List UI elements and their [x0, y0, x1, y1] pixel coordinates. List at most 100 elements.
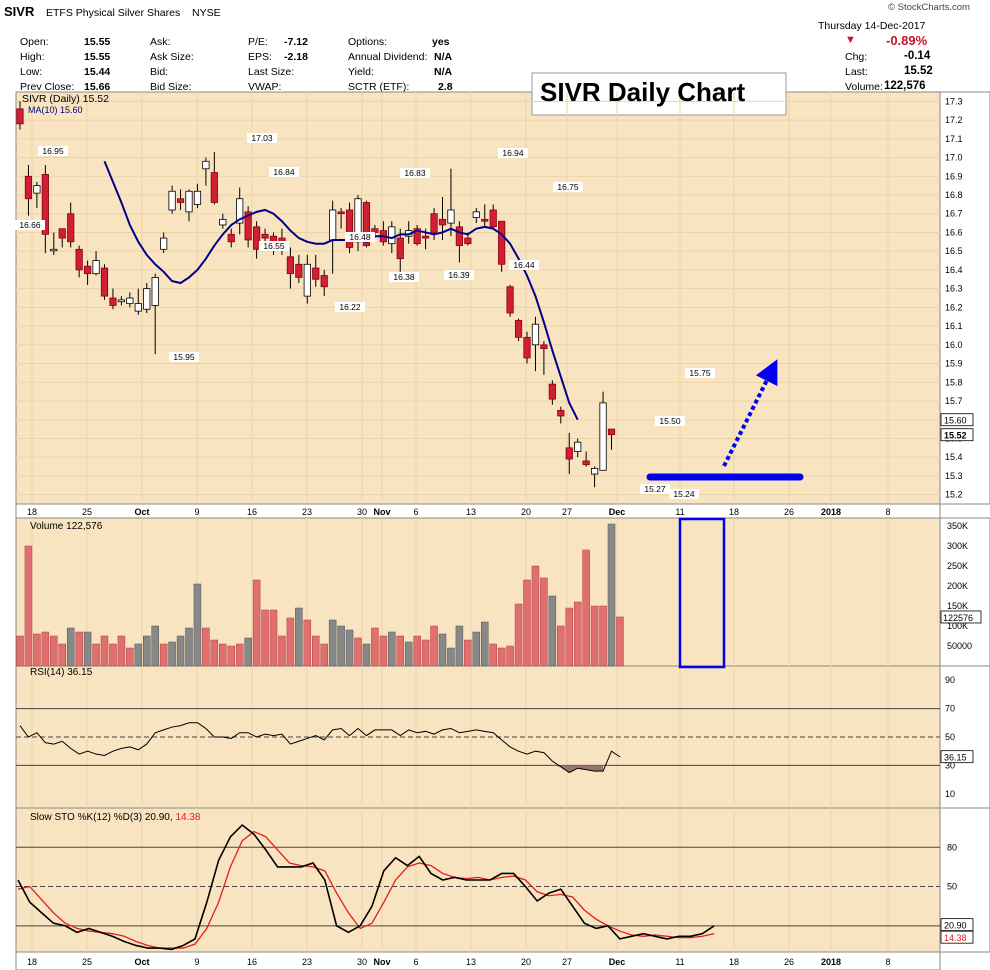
volume-bar — [388, 631, 396, 667]
x-tick-label: 8 — [885, 957, 890, 967]
x-tick-label: 13 — [466, 507, 476, 517]
candle — [388, 226, 396, 245]
candle — [506, 286, 514, 314]
volume-bar — [430, 625, 438, 667]
annotation-bg — [389, 272, 419, 282]
stat-label: High: — [20, 51, 45, 63]
candle — [227, 233, 235, 243]
volume-bar — [523, 579, 531, 667]
price-badge — [940, 428, 974, 442]
x-tick-label: 27 — [562, 957, 572, 967]
x-tick-label: 18 — [729, 507, 739, 517]
candle — [219, 218, 227, 226]
stat-label: Options: — [348, 36, 388, 48]
x-tick-label: 23 — [302, 957, 312, 967]
volume-bar — [573, 601, 582, 667]
x-tick-label: 11 — [675, 957, 684, 967]
candle — [193, 190, 202, 205]
volume-bar — [261, 609, 269, 667]
y-tick-label: 15.8 — [945, 377, 963, 387]
price-annotation: 15.27 — [644, 484, 666, 494]
ma-line — [103, 160, 579, 421]
volume-bar — [58, 643, 66, 667]
rsi-line — [19, 722, 621, 774]
candle — [565, 447, 573, 460]
volume-bar — [269, 609, 278, 667]
candle — [24, 175, 33, 200]
sto-k-line — [17, 823, 715, 951]
x-tick-label: 6 — [413, 957, 418, 967]
candle — [548, 383, 556, 400]
volume-bar — [41, 631, 50, 667]
x-tick-label: 25 — [82, 957, 92, 967]
x-tick-label: 2018 — [821, 957, 841, 967]
price-annotation: 15.75 — [689, 368, 711, 378]
candle — [252, 226, 261, 250]
volume-bar — [286, 617, 295, 667]
annotation-bg — [655, 416, 685, 426]
candle — [160, 237, 168, 250]
annotation-bg — [259, 241, 289, 251]
candle — [591, 468, 599, 475]
x-tick-label: 20 — [521, 957, 531, 967]
candle — [100, 267, 109, 297]
stat-value: 15.44 — [84, 66, 111, 78]
volume-bar — [50, 635, 58, 667]
down-triangle-icon: ▼ — [845, 34, 856, 46]
volume-bar — [489, 643, 497, 667]
stat-label: EPS: — [248, 51, 272, 63]
volume-bar — [252, 579, 261, 667]
exchange-label: NYSE — [192, 7, 221, 19]
volume-bar — [312, 635, 320, 667]
volume-bar — [185, 627, 193, 667]
candle — [413, 228, 421, 245]
y-tick-label: 350K — [947, 521, 968, 531]
volume-value: 122,576 — [884, 80, 926, 92]
candle — [41, 173, 49, 235]
y-tick-label: 16.2 — [945, 302, 963, 312]
stat-label: Last Size: — [248, 66, 295, 78]
y-tick-label: 17.2 — [945, 115, 963, 125]
x-tick-label: 26 — [784, 507, 794, 517]
x-tick-label: Dec — [609, 957, 626, 967]
title-box — [531, 72, 787, 116]
x-tick-label: 8 — [885, 507, 890, 517]
annotation-bg — [345, 232, 375, 242]
rsi-badge-text: 36.15 — [944, 753, 967, 763]
volume-bar — [159, 643, 168, 667]
volume-bar — [202, 627, 210, 667]
price-annotation: 16.55 — [263, 241, 285, 251]
volume-bar — [345, 629, 354, 667]
volume-bar — [362, 643, 371, 667]
y-tick-label: 16.8 — [945, 190, 963, 200]
candle — [75, 248, 83, 271]
stat-label: Ask Size: — [150, 51, 194, 63]
chg-label: Chg: — [845, 51, 868, 63]
sto-d-label: 14.38 — [175, 812, 200, 823]
annotation-bg — [669, 489, 699, 499]
candle — [574, 441, 582, 452]
price-badge — [940, 413, 974, 427]
y-tick-label: 80 — [947, 842, 957, 852]
candle — [329, 209, 337, 241]
candle — [303, 263, 311, 297]
y-tick-label: 250K — [947, 561, 968, 571]
stat-label: Yield: — [348, 66, 374, 78]
volume-bar — [328, 619, 337, 667]
y-tick-label: 16.9 — [945, 171, 963, 181]
price-annotation: 16.95 — [42, 146, 64, 156]
y-tick-label: 17.1 — [945, 134, 963, 144]
volume-bar — [548, 595, 557, 667]
price-annotation: 16.84 — [273, 167, 295, 177]
stat-label: Prev Close: — [20, 81, 75, 93]
annotation-bg — [15, 220, 45, 230]
candle — [599, 402, 607, 471]
volume-bar — [16, 635, 24, 667]
annotation-bg — [640, 484, 670, 494]
stat-label: Low: — [20, 66, 43, 78]
y-tick-label: 15.2 — [945, 490, 963, 500]
price-annotation: 16.39 — [448, 270, 470, 280]
candle — [498, 220, 506, 265]
volume-bar — [109, 643, 117, 667]
candle — [557, 409, 565, 417]
